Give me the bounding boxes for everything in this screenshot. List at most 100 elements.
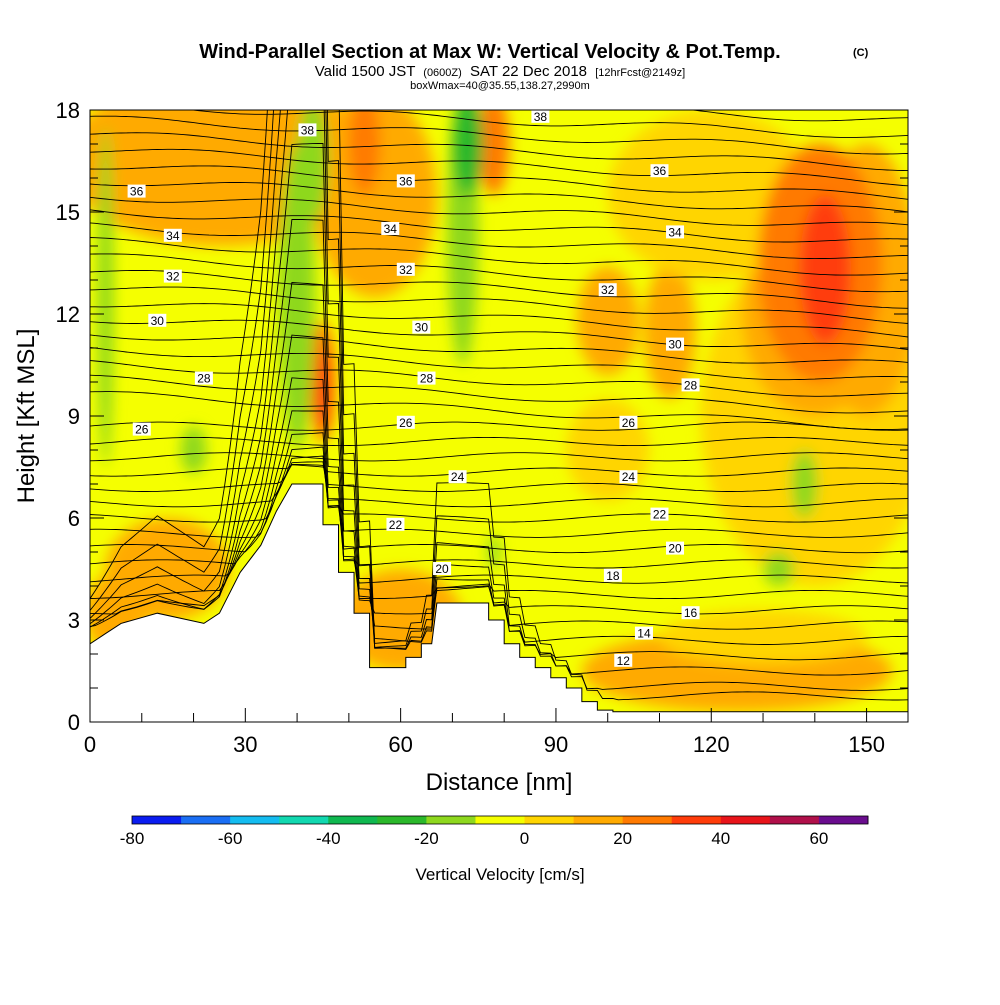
- contour-label-10: 32: [598, 283, 617, 297]
- contour-label-bg: [448, 470, 467, 484]
- chart-title: Wind-Parallel Section at Max W: Vertical…: [199, 41, 780, 63]
- contour-label-text: 38: [534, 110, 548, 124]
- contour-label-text: 26: [135, 423, 149, 437]
- contour-label-text: 26: [399, 416, 413, 430]
- contour-label-text: 26: [622, 416, 636, 430]
- contour-label-bg: [127, 184, 146, 198]
- y-tick-label-5: 15: [56, 200, 80, 225]
- subtitle-date: SAT 22 Dec 2018: [470, 63, 587, 80]
- x-tick-label-3: 90: [544, 732, 568, 757]
- contour-label-11: 30: [148, 313, 167, 328]
- velocity-cell-3: [643, 263, 696, 399]
- contour-label-14: 28: [194, 371, 213, 386]
- chart-subtitle: Valid 1500 JST (0600Z) SAT 22 Dec 2018 […: [315, 63, 685, 80]
- contour-label-bg: [417, 371, 436, 385]
- contour-label-7: 34: [666, 225, 685, 239]
- contour-label-bg: [614, 653, 633, 667]
- contour-label-18: 26: [396, 415, 415, 430]
- velocity-cell-24: [452, 110, 484, 195]
- contour-label-text: 12: [617, 654, 631, 668]
- contour-label-text: 28: [197, 372, 211, 386]
- contour-label-20: 24: [448, 470, 467, 484]
- contour-label-bg: [619, 415, 638, 429]
- contour-label-text: 16: [684, 606, 698, 620]
- theta-contour-39: [688, 110, 908, 122]
- theta-contour-13: [90, 461, 908, 508]
- theta-contour-20: [90, 374, 908, 414]
- contour-label-15: 28: [417, 371, 436, 386]
- contour-label-bg: [681, 378, 700, 392]
- contour-label-bg: [396, 262, 415, 276]
- theta-contour-9: [90, 410, 908, 569]
- contour-label-text: 32: [601, 283, 615, 297]
- contour-label-text: 22: [389, 518, 403, 532]
- contour-label-text: 20: [668, 542, 682, 556]
- colorbar-tick-label-2: -40: [316, 829, 341, 848]
- chart-subtitle-box: boxWmax=40@35.55,138.27,2990m: [410, 80, 590, 92]
- velocity-cell-12: [659, 609, 867, 665]
- theta-contour-4: [90, 143, 908, 645]
- contour-label-text: 20: [435, 562, 449, 576]
- colorbar-swatch-4: [328, 816, 378, 824]
- x-tick-label-4: 120: [693, 732, 730, 757]
- y-tick-label-3: 9: [68, 404, 80, 429]
- contour-label-text: 14: [637, 627, 651, 641]
- contour-label-24: 20: [433, 562, 452, 576]
- theta-contour-10: [90, 432, 908, 554]
- contour-label-bg: [386, 517, 405, 531]
- contour-label-23: 22: [650, 508, 669, 522]
- theta-contour-15: [90, 464, 908, 477]
- velocity-cell-2: [576, 266, 639, 376]
- velocity-cell-22: [297, 110, 329, 223]
- contour-label-text: 30: [151, 314, 165, 328]
- colorbar-swatch-8: [524, 816, 575, 824]
- contour-label-29: 12: [614, 653, 633, 668]
- contour-label-0: 38: [298, 123, 317, 137]
- theta-contour-32: [90, 196, 908, 226]
- colorbar-swatch-10: [622, 816, 673, 824]
- velocity-cell-19: [316, 348, 330, 430]
- contour-label-text: 24: [451, 470, 465, 484]
- colorbar-tick-label-0: -80: [120, 829, 145, 848]
- colorbar-tick-label-7: 60: [809, 829, 828, 848]
- theta-contour-34: [90, 165, 908, 200]
- contour-label-17: 26: [132, 422, 151, 437]
- contour-label-bg: [681, 606, 700, 620]
- theta-contour-22: [90, 346, 908, 381]
- contour-label-bg: [666, 541, 685, 555]
- theta-contour-36: [90, 132, 908, 172]
- contour-label-text: 30: [668, 338, 682, 352]
- contour-label-21: 24: [619, 470, 638, 484]
- plot-area: 38 38 36 36 36 34 34 34 32 32 32 30 30 30 28 28 28 26 26 26…: [90, 110, 908, 722]
- theta-contour-30: [90, 222, 908, 260]
- x-tick-label-5: 150: [848, 732, 885, 757]
- theta-contour-27: [90, 270, 908, 309]
- contour-labels: 38 38 36 36 36 34 34 34 32 32 32 30 30 30 28 28 28 26 26 26…: [127, 110, 700, 668]
- contour-label-22: 22: [386, 517, 405, 532]
- contour-label-bg: [194, 371, 213, 385]
- contour-label-text: 32: [399, 263, 413, 277]
- contour-label-text: 22: [653, 508, 667, 522]
- contour-label-bg: [603, 568, 622, 582]
- theta-contour-14: [90, 464, 908, 492]
- contour-label-bg: [396, 415, 415, 429]
- theta-contour-1: [90, 110, 908, 691]
- velocity-cell-15: [799, 194, 852, 345]
- contour-label-text: 24: [622, 470, 636, 484]
- contour-label-bg: [132, 422, 151, 436]
- contour-label-bg: [381, 222, 400, 235]
- contour-label-bg: [163, 228, 182, 242]
- contour-label-text: 34: [384, 222, 398, 236]
- contour-label-bg: [433, 562, 452, 575]
- theta-contour-18: [90, 421, 908, 431]
- colorbar-label: Vertical Velocity [cm/s]: [415, 865, 584, 884]
- colorbar-swatch-2: [230, 816, 280, 824]
- contour-label-text: 18: [606, 569, 620, 583]
- y-tick-label-6: 18: [56, 98, 80, 123]
- contour-label-4: 36: [650, 164, 669, 178]
- colorbar-tick-label-5: 20: [613, 829, 632, 848]
- theta-contour-37: [90, 115, 908, 155]
- contour-label-text: 36: [653, 164, 667, 178]
